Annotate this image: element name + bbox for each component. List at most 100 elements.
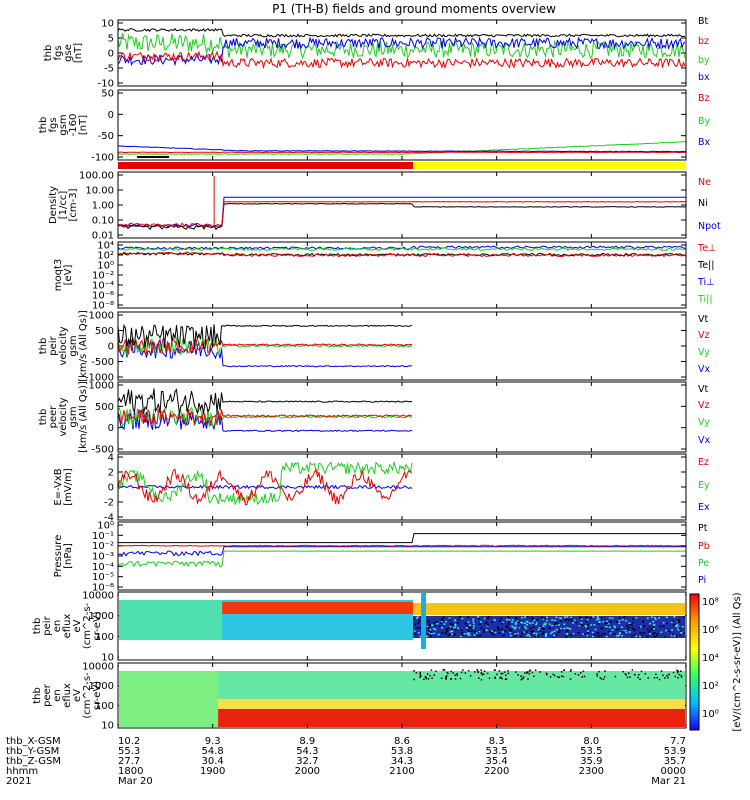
spec-pixel [419, 671, 422, 674]
series-Te-perp [117, 251, 687, 258]
spec-pixel [498, 670, 501, 672]
spec-pixel [473, 671, 476, 673]
spec-pixel [492, 634, 495, 636]
spec-pixel [513, 628, 516, 630]
spec-pixel [527, 634, 530, 636]
ytick-label: 100 [95, 701, 114, 712]
spec-pixel [561, 671, 563, 673]
spec-pixel [549, 632, 552, 635]
spec-pixel [520, 627, 523, 629]
spec-pixel [605, 620, 608, 623]
spec-pixel [537, 629, 540, 631]
spec-pixel [445, 675, 447, 678]
spec-pixel [525, 627, 528, 630]
series-Vt [117, 388, 413, 414]
spec-pixel [593, 634, 596, 636]
spec-pixel [469, 675, 472, 677]
spec-pixel [591, 635, 594, 638]
ytick-label: 0 [108, 483, 114, 494]
spec-pixel [674, 675, 677, 678]
spec-pixel [477, 616, 480, 618]
ytick-label: 1000 [89, 681, 114, 692]
spec-pixel [679, 634, 682, 637]
spec-pixel [569, 617, 572, 620]
spec-pixel [551, 619, 554, 621]
spec-pixel [506, 618, 509, 621]
spec-pixel [447, 672, 449, 675]
legend-Pe: Pe [698, 558, 709, 569]
spec-pixel [539, 630, 542, 632]
spec-pixel [530, 633, 533, 636]
spec-pixel [599, 676, 602, 679]
spec-pixel [544, 634, 547, 636]
legend-Ez: Ez [698, 457, 709, 468]
spec-pixel [631, 669, 634, 671]
spec-pixel [673, 616, 676, 618]
spec-pixel [531, 630, 534, 633]
spec-pixel [502, 631, 505, 633]
x-axis-value: 10.2 [118, 736, 140, 747]
spec-pixel [664, 677, 666, 679]
spec-pixel [508, 621, 511, 624]
ytick-label: 10 [101, 721, 114, 732]
spec-pixel [514, 626, 517, 629]
mode-bar-red [118, 162, 414, 169]
spec-pixel [573, 619, 576, 622]
spec-pixel [470, 630, 473, 632]
spec-pixel [563, 627, 566, 630]
spec-pixel [534, 669, 537, 671]
spec-pixel [485, 621, 488, 624]
spec-pixel [473, 624, 476, 627]
spec-pixel [605, 626, 608, 628]
spec-pixel [425, 677, 427, 680]
legend-Vz: Vz [698, 400, 710, 411]
spec-pixel [571, 619, 574, 622]
spec-pixel [459, 635, 462, 638]
spec-pixel [629, 676, 631, 678]
spec-pixel [500, 617, 503, 620]
spec-pixel [536, 618, 539, 621]
spec-pixel [621, 618, 624, 621]
spec-pixel [656, 676, 658, 679]
spec-pixel [627, 626, 630, 629]
spec-pixel [604, 622, 607, 624]
spec-pixel [434, 628, 437, 631]
spec-pixel [635, 617, 638, 619]
spec-pixel [515, 671, 517, 673]
legend-Vx: Vx [698, 435, 710, 446]
spec-pixel [566, 618, 569, 621]
spec-pixel [483, 670, 486, 672]
spec-pixel [551, 624, 554, 627]
spec-pixel [507, 616, 510, 618]
spec-pixel [472, 627, 475, 629]
spec-pixel [540, 616, 543, 619]
spec-pixel [642, 625, 645, 628]
spec-pixel [509, 634, 512, 637]
ytick-label: -500 [91, 357, 114, 368]
spec-pixel [535, 623, 538, 626]
spec-pixel [555, 622, 558, 625]
spec-pixel [649, 629, 652, 632]
spec-pixel [565, 635, 568, 638]
spec-pixel [569, 678, 572, 680]
panel-ylabel: moqt3[eV] [53, 259, 74, 292]
spec-pixel [494, 631, 497, 634]
spec-pixel [586, 627, 589, 629]
spec-pixel [566, 629, 569, 631]
spec-pixel [529, 622, 532, 625]
spec-pixel [485, 629, 488, 632]
spec-pixel [525, 631, 528, 634]
spec-pixel [621, 631, 624, 633]
spec-pixel [613, 625, 616, 627]
ytick-label: 500 [95, 326, 114, 337]
spec-pixel [514, 634, 517, 637]
spec-pixel [545, 619, 548, 622]
spec-pixel [667, 630, 670, 633]
spec-pixel [426, 673, 429, 675]
spec-pixel [496, 673, 498, 676]
spec-pixel [646, 635, 649, 638]
spec-pixel [583, 675, 586, 678]
spec-pixel [504, 630, 507, 632]
spec-pixel [642, 621, 645, 623]
spec-pixel [572, 619, 575, 621]
